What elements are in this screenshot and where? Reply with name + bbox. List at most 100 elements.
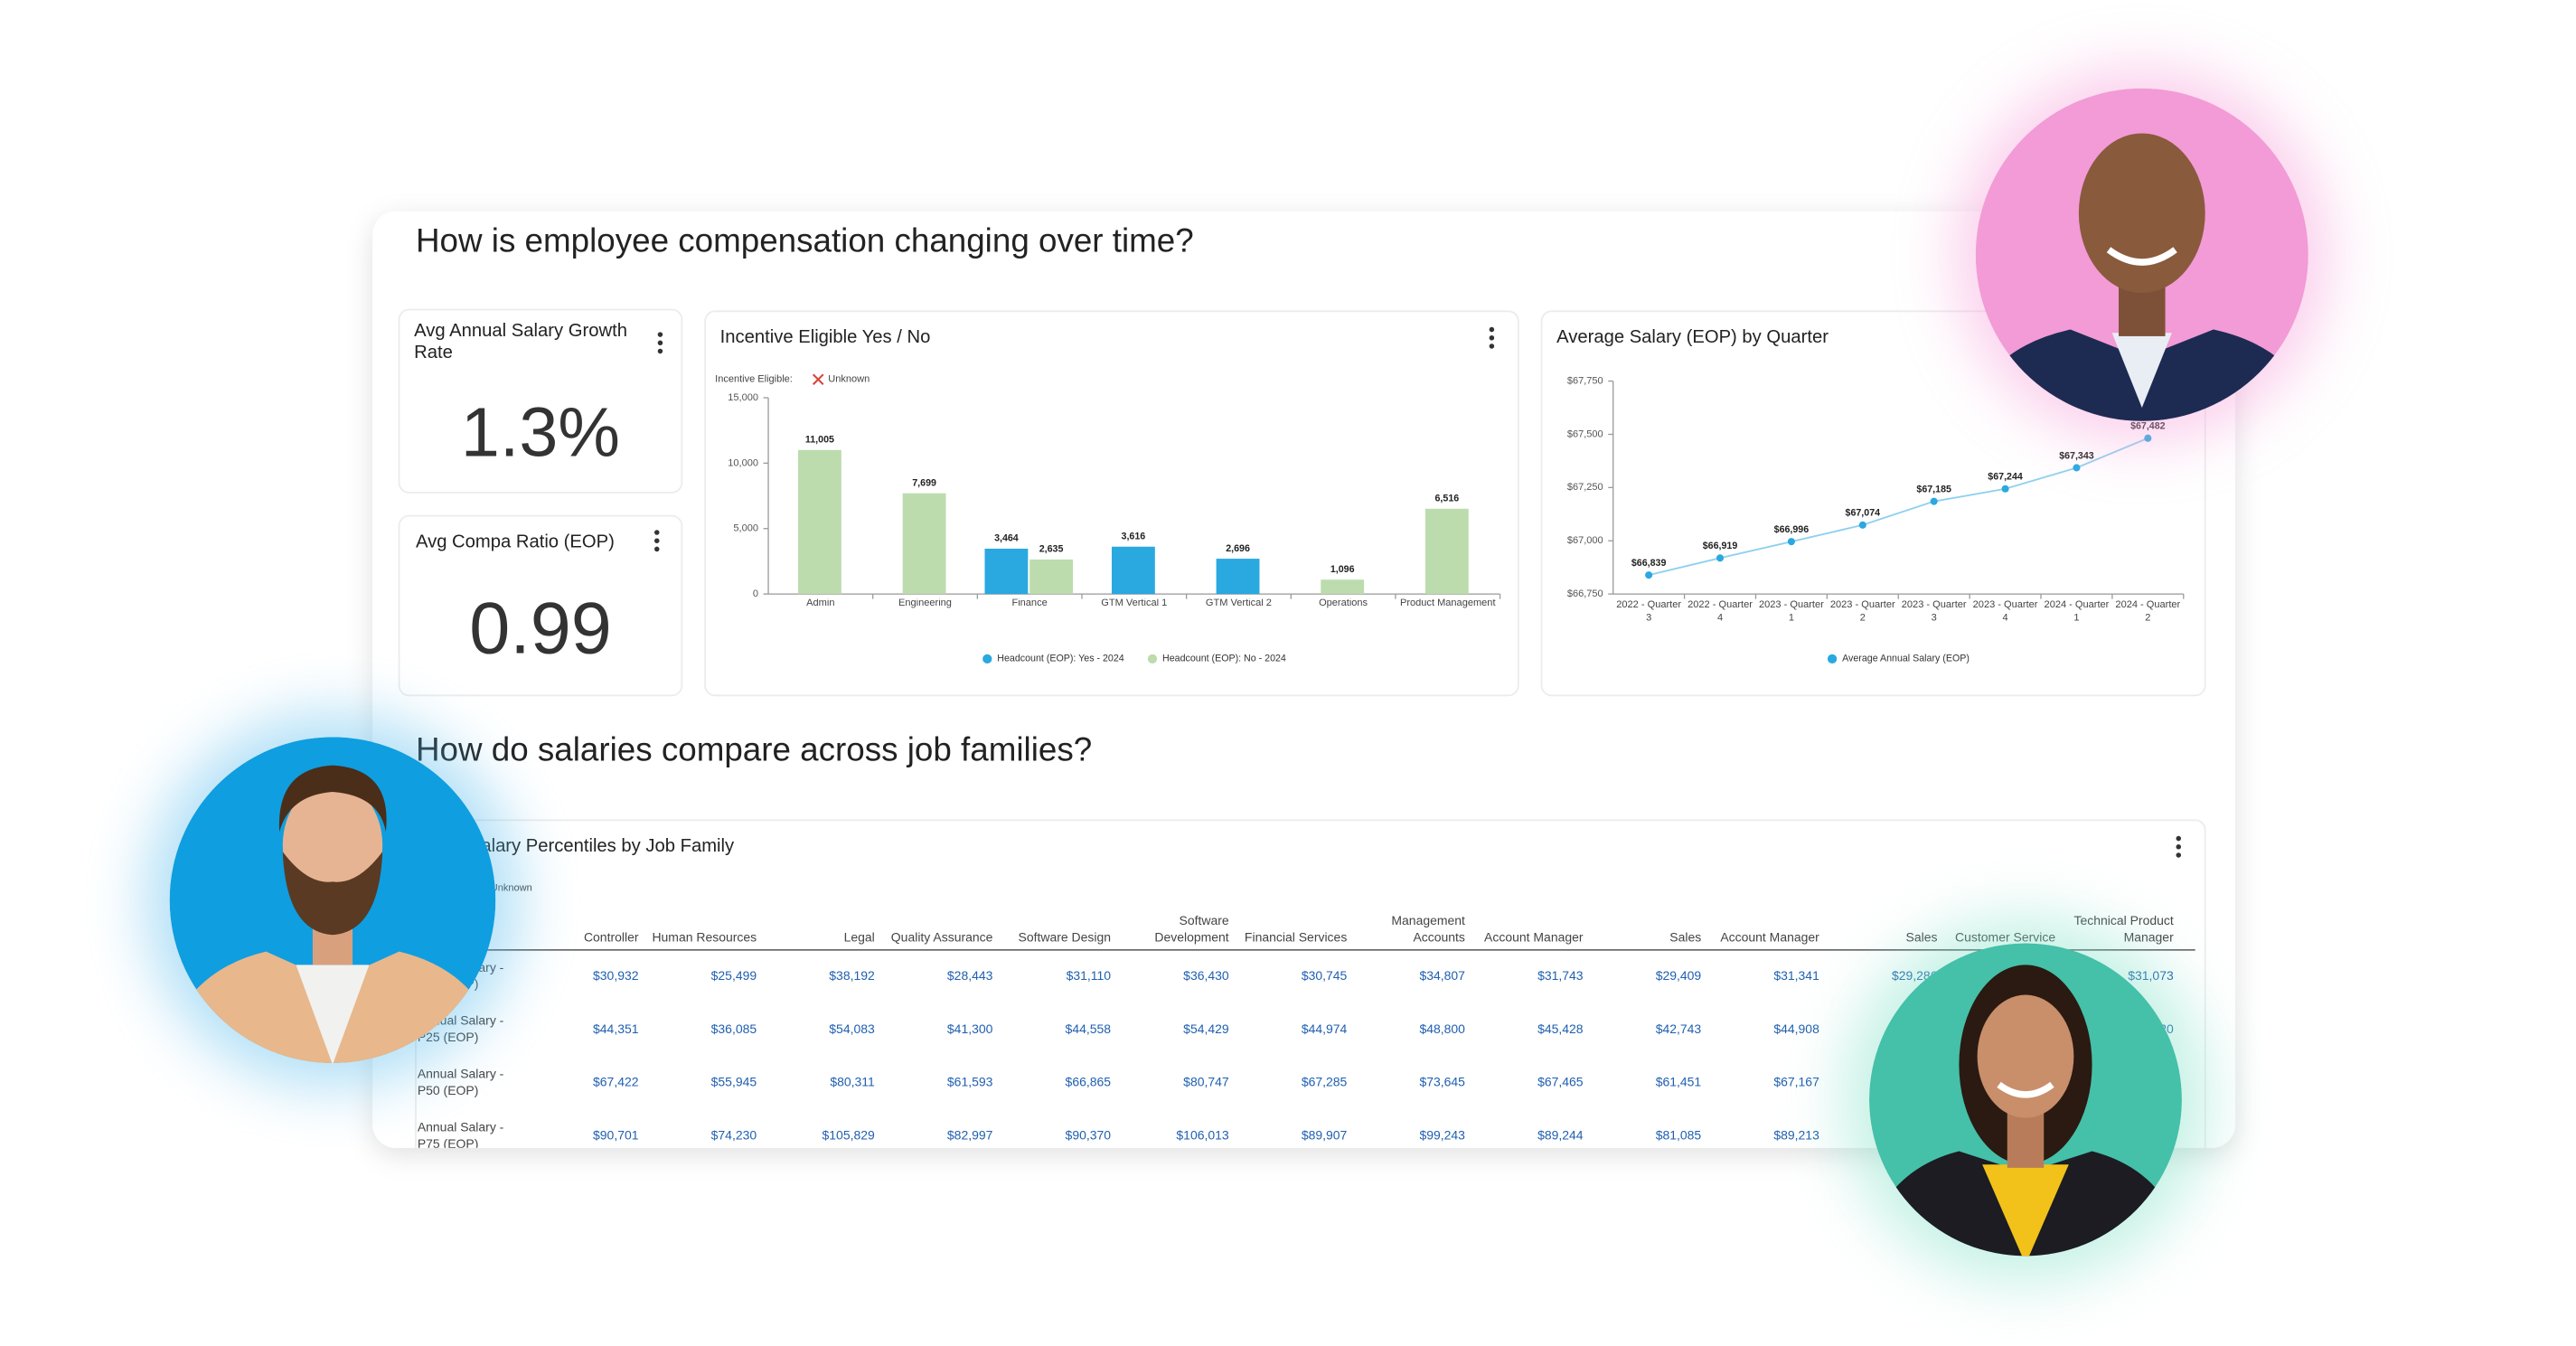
table-cell: $90,370: [1066, 1128, 1112, 1143]
y-tick-label: $67,500: [1567, 428, 1603, 439]
table-cell: $80,747: [1183, 1075, 1229, 1089]
y-tick-label: $67,750: [1567, 376, 1603, 387]
menu-icon[interactable]: [653, 530, 660, 552]
legend-unknown: Unknown: [828, 374, 870, 385]
data-point: [1645, 571, 1653, 579]
point-value-label: $67,185: [1916, 485, 1951, 495]
y-tick-label: 0: [753, 588, 758, 599]
data-point: [2001, 485, 2009, 493]
kpi-title: Avg Compa Ratio (EOP): [416, 532, 615, 551]
row-label-box: Annual Salary - P50 (EOP): [418, 1067, 504, 1098]
table-cell: $30,932: [593, 968, 639, 983]
legend-title: Incentive Eligible:: [715, 374, 793, 385]
column-header: Controller: [583, 930, 639, 946]
table-cell: $44,558: [1066, 1021, 1112, 1036]
x-tick-label: 2023 - Quarter 4: [1972, 600, 2038, 624]
chart-card: [704, 310, 1519, 697]
dashboard-content: How is employee compensation changing ov…: [398, 222, 2206, 1152]
table-cell: $31,341: [1773, 968, 1819, 983]
bar: [798, 449, 841, 595]
x-tick-label-box: Finance: [1011, 599, 1047, 609]
column-header: Quality Assurance: [890, 930, 993, 946]
table-cell: $90,701: [593, 1128, 639, 1143]
kpi-value: 1.3%: [461, 394, 620, 472]
menu-icon[interactable]: [1489, 326, 1495, 349]
x-tick-label-box: 2024 - Quarter 1: [2045, 600, 2110, 623]
column-header: Sales: [1905, 930, 1938, 946]
bar: [984, 548, 1029, 595]
legend-swatch: [1147, 654, 1158, 664]
table-cell: $89,213: [1773, 1128, 1819, 1143]
table-cell: $74,230: [711, 1128, 757, 1143]
legend-label: Headcount (EOP): No - 2024: [1162, 654, 1286, 664]
point-value-label: $66,839: [1631, 558, 1667, 569]
column-header: Software Development: [1154, 913, 1229, 946]
row-label: Annual Salary - P75 (EOP): [417, 1119, 504, 1152]
table-cell: $67,285: [1302, 1075, 1348, 1089]
point-value-label: $66,919: [1703, 541, 1738, 551]
bar: [1321, 579, 1365, 595]
column-header-box: Human Resources: [652, 930, 757, 946]
point-value-label: $67,343: [2059, 450, 2094, 461]
menu-icon[interactable]: [2176, 835, 2182, 858]
y-tick-label: $66,750: [1567, 588, 1603, 599]
column-header-box: Technical Product Manager: [2073, 914, 2173, 946]
x-tick-label: Admin: [806, 598, 835, 609]
x-tick-label-box: Admin: [806, 598, 835, 609]
x-tick-label: GTM Vertical 2: [1205, 598, 1272, 609]
x-tick-label: 2022 - Quarter 3: [1616, 600, 1682, 624]
x-tick-label-box: 2023 - Quarter 2: [1829, 600, 1895, 624]
column-header-box: Financial Services: [1244, 930, 1348, 946]
x-tick-label-box: GTM Vertical 1: [1101, 599, 1167, 609]
x-tick-label-box: 2023 - Quarter 4: [1972, 600, 2038, 624]
table-cell: $73,645: [1419, 1075, 1465, 1089]
x-tick-label-box: 2022 - Quarter 4: [1688, 600, 1753, 623]
data-point: [2073, 464, 2081, 472]
table-cell: $44,974: [1302, 1021, 1348, 1036]
menu-icon[interactable]: [657, 332, 663, 354]
kpi-card: [398, 514, 683, 697]
column-header-box: Software Design: [1019, 930, 1112, 946]
y-tick-label: $67,250: [1567, 482, 1603, 493]
x-tick-label-box: GTM Vertical 2: [1205, 598, 1272, 609]
y-tick-label: 15,000: [728, 392, 758, 403]
table-cell: $105,829: [823, 1128, 875, 1143]
x-tick-label-box: 2023 - Quarter 3: [1902, 600, 1967, 623]
y-tick-label: $67,000: [1567, 535, 1603, 546]
x-tick-label: Engineering: [898, 598, 952, 609]
column-header: Account Manager: [1720, 930, 1819, 946]
data-point: [1716, 554, 1725, 562]
x-tick-label-box: 2023 - Quarter 1: [1759, 600, 1824, 623]
x-tick-label: 2023 - Quarter 2: [1829, 600, 1895, 624]
bar: [1216, 559, 1260, 595]
y-tick-label: 10,000: [728, 457, 758, 468]
bar-value-label: 3,464: [994, 533, 1019, 544]
x-tick-label-box: Engineering: [898, 598, 952, 609]
legend-label: Headcount (EOP): Yes - 2024: [997, 654, 1123, 664]
table-title: Salary Percentiles by Job Family: [469, 836, 735, 856]
column-header-box: Management Accounts: [1391, 914, 1465, 946]
line-chart: $66,750 $67,000 $67,250 $67,500 $67,750 2022 …: [1567, 376, 2185, 664]
row-label-box: Annual Salary - P75 (EOP): [417, 1119, 504, 1152]
bar-value-label: 11,005: [805, 435, 834, 446]
table-cell: $89,244: [1537, 1128, 1584, 1143]
column-header-box: Quality Assurance: [890, 930, 993, 946]
avatars: [146, 68, 2328, 1283]
table-cell: $67,167: [1773, 1075, 1819, 1089]
section-title: How do salaries compare across job famil…: [416, 731, 1092, 768]
table-cell: $31,743: [1537, 968, 1584, 983]
table-cell: $66,865: [1066, 1075, 1112, 1089]
bar-value-label: 6,516: [1435, 494, 1460, 504]
table-cell: $61,451: [1656, 1075, 1702, 1089]
bar: [902, 493, 946, 595]
table-cell: $61,593: [947, 1075, 993, 1089]
data-point: [1787, 538, 1795, 546]
series-line: [1648, 437, 2148, 577]
table-cell: $54,083: [829, 1021, 875, 1036]
table-cell: $42,743: [1656, 1021, 1702, 1036]
column-header-box: Controller: [583, 930, 639, 946]
column-header: Financial Services: [1244, 930, 1348, 946]
salary-table: Controller Human Resources Legal Quality As…: [417, 913, 2174, 1152]
column-header-box: Account Manager: [1484, 930, 1584, 946]
